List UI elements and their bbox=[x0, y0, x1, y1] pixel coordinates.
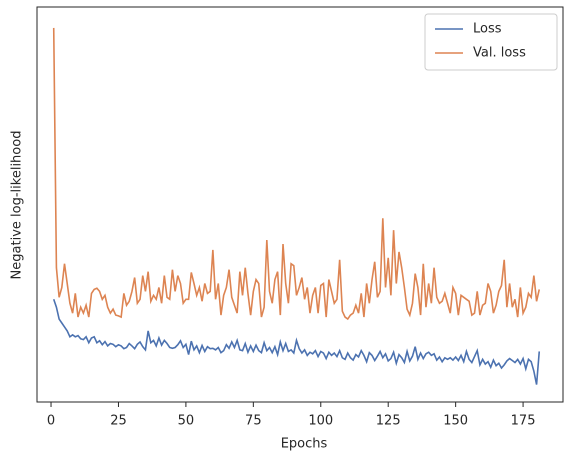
x-tick-label: 0 bbox=[47, 414, 55, 429]
x-tick-label: 100 bbox=[308, 414, 333, 429]
series-line bbox=[52, 299, 541, 385]
legend-box bbox=[424, 13, 558, 71]
legend-label: Loss bbox=[473, 22, 502, 37]
x-axis-label: Epochs bbox=[281, 437, 328, 452]
x-tick-label: 25 bbox=[110, 414, 127, 429]
x-tick-label: 125 bbox=[376, 414, 401, 429]
plot-frame bbox=[36, 6, 564, 403]
x-tick-label: 175 bbox=[511, 414, 536, 429]
series-line bbox=[52, 27, 541, 321]
x-tick-label: 150 bbox=[443, 414, 468, 429]
x-tick-label: 75 bbox=[245, 414, 262, 429]
y-axis-label: Negative log-likelihood bbox=[10, 131, 25, 280]
legend-label: Val. loss bbox=[473, 46, 526, 61]
x-tick-label: 50 bbox=[178, 414, 195, 429]
